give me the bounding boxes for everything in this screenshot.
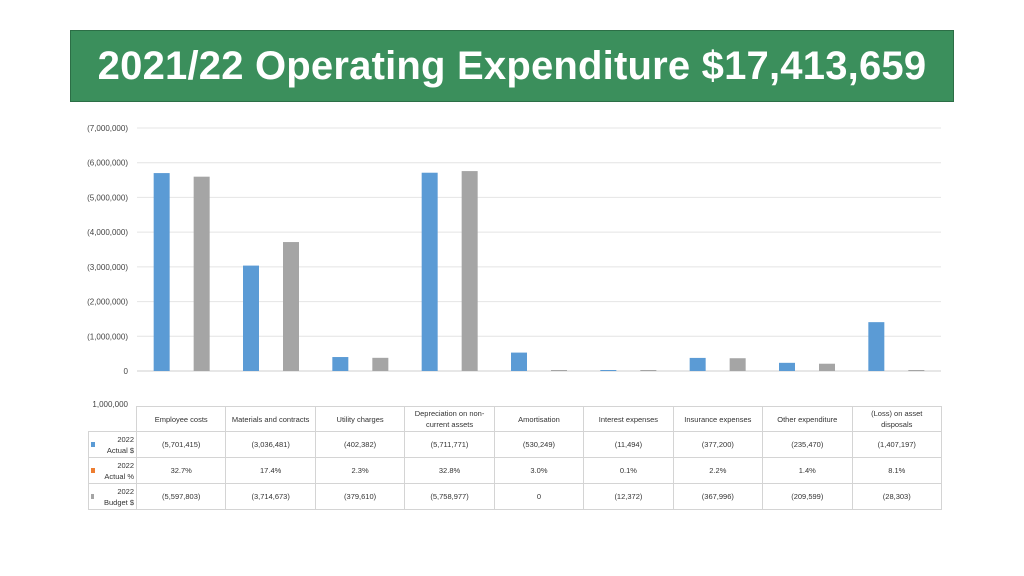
legend-key-budget: [91, 494, 95, 499]
legend-label: 2022 Budget $: [103, 486, 134, 507]
bar-actual-7: [779, 362, 795, 371]
legend-key-actual: [91, 442, 95, 447]
y-tick-label: (7,000,000): [87, 124, 128, 133]
table-cell: (379,610): [314, 483, 406, 510]
table-cell: (28,303): [851, 483, 942, 510]
table-cell: 1.4%: [762, 457, 853, 484]
bar-chart: (7,000,000) (6,000,000) (5,000,000) (4,000,…: [87, 124, 941, 376]
table-cell: 0: [493, 483, 585, 510]
y-tick-label-top: 1,000,000: [92, 400, 128, 409]
bar-actual-2: [332, 357, 349, 371]
bar-budget-8: [908, 370, 925, 371]
title-banner: 2021/22 Operating Expenditure $17,413,65…: [70, 30, 954, 102]
legend-key-actual-pct: [91, 468, 95, 473]
category-header: Depreciation on non-current assets: [404, 406, 495, 432]
table-cell: (5,597,803): [135, 483, 227, 510]
category-header: (Loss) on asset disposals: [851, 406, 942, 432]
bar-actual-5: [600, 370, 617, 371]
table-cell: 17.4%: [225, 457, 316, 484]
table-cell: (5,758,977): [404, 483, 495, 510]
y-tick-label: (4,000,000): [87, 228, 128, 237]
legend-label: 2022 Actual %: [104, 460, 134, 481]
category-header: Materials and contracts: [225, 406, 316, 432]
bar-budget-2: [372, 357, 389, 371]
table-cell: 32.8%: [404, 457, 495, 484]
table-header-row: Employee costs Materials and contracts U…: [89, 406, 942, 432]
table-cell: 0.1%: [583, 457, 674, 484]
table-row-budget: 2022 Budget $ (5,597,803) (3,714,673) (3…: [88, 483, 942, 510]
y-tick-label: (5,000,000): [87, 193, 128, 202]
y-tick-label: (6,000,000): [87, 159, 128, 168]
category-header: Employee costs: [135, 406, 227, 432]
legend-entry-actual-pct: 2022 Actual %: [88, 457, 137, 484]
table-cell: (367,996): [672, 483, 764, 510]
legend-entry-actual: 2022 Actual $: [88, 431, 137, 458]
bar-budget-1: [283, 242, 299, 371]
table-cell: (209,599): [762, 483, 853, 510]
chart-title: 2021/22 Operating Expenditure $17,413,65…: [97, 43, 927, 88]
data-table: Employee costs Materials and contracts U…: [88, 406, 942, 510]
table-row-actual-pct: 2022 Actual % 32.7% 17.4% 2.3% 32.8% 3.0…: [88, 457, 942, 484]
table-cell: (5,711,771): [404, 431, 495, 458]
table-cell: (402,382): [314, 431, 406, 458]
table-cell: (11,494): [583, 431, 674, 458]
category-header: Other expenditure: [762, 406, 853, 432]
y-tick-label: (1,000,000): [87, 332, 128, 341]
table-cell: (3,036,481): [225, 431, 316, 458]
bar-budget-3: [461, 171, 478, 371]
table-cell: 3.0%: [493, 457, 585, 484]
table-cell: (3,714,673): [225, 483, 316, 510]
y-tick-label: 0: [124, 367, 129, 376]
category-header: Interest expenses: [583, 406, 674, 432]
table-cell: 2.2%: [672, 457, 764, 484]
table-cell: 32.7%: [135, 457, 227, 484]
table-cell: (12,372): [583, 483, 674, 510]
bar-budget-6: [729, 358, 746, 371]
category-header: Utility charges: [314, 406, 406, 432]
bar-actual-8: [868, 322, 885, 371]
bar-actual-6: [689, 357, 706, 371]
table-cell: (235,470): [762, 431, 853, 458]
table-cell: (5,701,415): [135, 431, 227, 458]
bar-budget-5: [640, 370, 657, 371]
table-cell: (530,249): [493, 431, 585, 458]
category-header: Insurance expenses: [672, 406, 764, 432]
legend-label: 2022 Actual $: [106, 434, 134, 455]
category-header: Amortisation: [493, 406, 585, 432]
legend-entry-budget: 2022 Budget $: [88, 483, 137, 510]
table-row-actual: 2022 Actual $ (5,701,415) (3,036,481) (4…: [88, 431, 942, 458]
table-cell: 8.1%: [851, 457, 942, 484]
bar-actual-3: [421, 172, 438, 371]
bar-budget-0: [193, 176, 210, 371]
table-cell: 2.3%: [314, 457, 406, 484]
table-cell: (377,200): [672, 431, 764, 458]
bar-actual-4: [511, 352, 527, 371]
bar-actual-1: [243, 265, 259, 371]
y-tick-label: (3,000,000): [87, 263, 128, 272]
bar-actual-0: [153, 173, 170, 371]
bar-budget-4: [551, 370, 567, 371]
table-cell: (1,407,197): [851, 431, 942, 458]
y-tick-label: (2,000,000): [87, 298, 128, 307]
table-corner: [89, 407, 137, 432]
bar-budget-7: [819, 363, 835, 371]
